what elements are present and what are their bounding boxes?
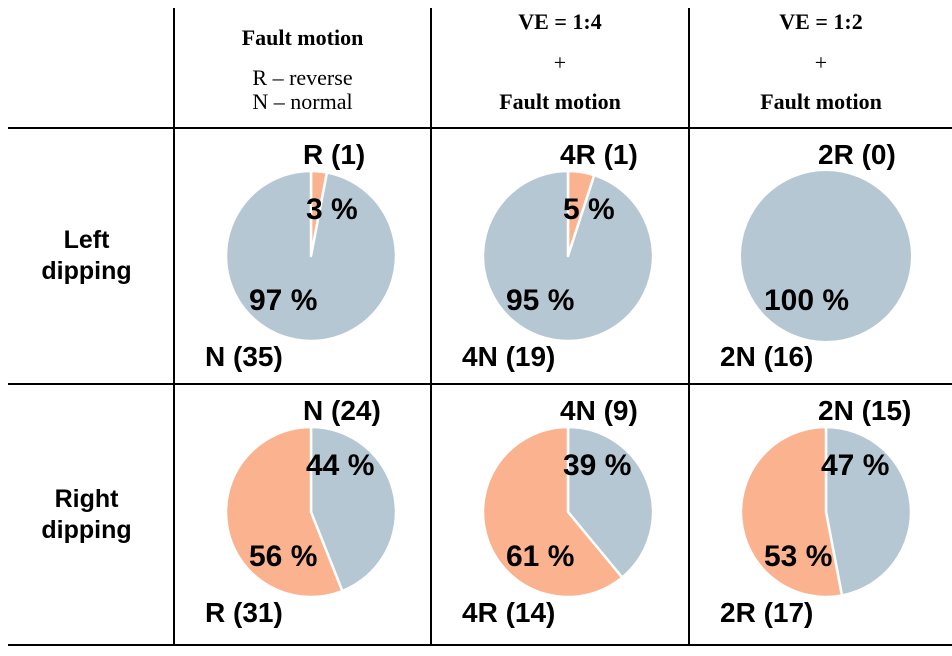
slice-callout-label: N (24) bbox=[303, 395, 381, 426]
pie-chart bbox=[741, 171, 911, 341]
slice-callout-label: 4R (14) bbox=[462, 597, 556, 628]
header-ve-1-4: VE = 1:4 + Fault motion bbox=[432, 0, 688, 127]
row-label-left-dipping: Left dipping bbox=[0, 129, 173, 383]
table-border-row-divider bbox=[8, 383, 952, 385]
slice-callout-label: 2R (0) bbox=[818, 139, 896, 170]
header-ve-ratio: VE = 1:4 bbox=[518, 9, 602, 34]
pie-cell-right-dipping-ve-1-4: 4N (9) 39 % 61 % 4R (14) bbox=[432, 385, 688, 644]
pie-slice-2N bbox=[824, 425, 913, 597]
pie-chart bbox=[224, 169, 398, 343]
pie-chart bbox=[224, 425, 398, 599]
pie-slice-N bbox=[224, 169, 398, 343]
legend-normal: N – normal bbox=[252, 89, 353, 114]
slice-percent-label: 39 % bbox=[563, 449, 632, 482]
pie-cell-left-dipping-ve-1-2: 2R (0) 100 % 2N (16) bbox=[690, 129, 952, 383]
pie-cell-right-dipping-fault-motion: N (24) 44 % 56 % R (31) bbox=[175, 385, 430, 644]
table-border-bottom bbox=[8, 644, 952, 646]
pie-slice-2N bbox=[741, 171, 911, 341]
slice-callout-label: R (1) bbox=[303, 139, 366, 170]
row-label-right-dipping: Right dipping bbox=[0, 385, 173, 644]
header-ve-ratio: VE = 1:2 bbox=[779, 9, 863, 34]
pie-slice-4N bbox=[481, 169, 655, 343]
slice-percent-label: 44 % bbox=[306, 449, 375, 482]
row-label-line: dipping bbox=[41, 257, 132, 285]
slice-callout-label: N (35) bbox=[205, 341, 283, 372]
slice-callout-label: 2N (16) bbox=[720, 341, 814, 372]
slice-percent-label: 97 % bbox=[249, 284, 318, 317]
plus-sign: + bbox=[553, 50, 567, 75]
slice-callout-label: 4R (1) bbox=[560, 139, 638, 170]
slice-percent-label: 61 % bbox=[506, 540, 575, 573]
pie-chart bbox=[481, 169, 655, 343]
row-label-line: Right bbox=[54, 484, 119, 513]
pie-cell-left-dipping-fault-motion: R (1) 3 % 97 % N (35) bbox=[175, 129, 430, 383]
row-label-line: Left bbox=[63, 226, 110, 254]
slice-callout-label: 2R (17) bbox=[720, 597, 814, 628]
slice-percent-label: 56 % bbox=[249, 540, 318, 573]
pie-slice-2R bbox=[739, 425, 844, 599]
row-label-line: dipping bbox=[41, 515, 132, 544]
slice-callout-label: 2N (15) bbox=[818, 395, 912, 426]
slice-callout-label: R (31) bbox=[205, 597, 283, 628]
slice-percent-label: 47 % bbox=[821, 449, 890, 482]
slice-callout-label: 4N (19) bbox=[462, 341, 556, 372]
table-border-vertical-1 bbox=[173, 8, 175, 645]
slice-percent-label: 5 % bbox=[563, 193, 615, 226]
slice-percent-label: 3 % bbox=[306, 193, 358, 226]
pie-slice-R bbox=[224, 425, 344, 599]
legend-reverse: R – reverse bbox=[252, 65, 353, 90]
slice-percent-label: 53 % bbox=[764, 540, 833, 573]
table-border-vertical-3 bbox=[688, 8, 690, 645]
pie-slice-N bbox=[309, 425, 398, 593]
header-subtitle: Fault motion bbox=[760, 89, 882, 114]
header-fault-motion: Fault motion R – reverse N – normal bbox=[175, 0, 430, 127]
slice-percent-label: 95 % bbox=[506, 284, 575, 317]
pie-cell-left-dipping-ve-1-4: 4R (1) 5 % 95 % 4N (19) bbox=[432, 129, 688, 383]
pie-chart bbox=[481, 425, 655, 599]
plus-sign: + bbox=[814, 50, 828, 75]
table-border-vertical-2 bbox=[430, 8, 432, 645]
header-subtitle: Fault motion bbox=[499, 89, 621, 114]
slice-callout-label: 4N (9) bbox=[560, 395, 638, 426]
header-ve-1-2: VE = 1:2 + Fault motion bbox=[690, 0, 952, 127]
pie-slice-4N bbox=[566, 425, 655, 579]
header-title: Fault motion bbox=[241, 25, 364, 50]
slice-percent-label: 100 % bbox=[764, 284, 850, 317]
table-border-header bbox=[8, 127, 952, 129]
pie-slice-4R bbox=[481, 425, 624, 599]
pie-chart bbox=[739, 425, 913, 599]
pie-cell-right-dipping-ve-1-2: 2N (15) 47 % 53 % 2R (17) bbox=[690, 385, 952, 644]
